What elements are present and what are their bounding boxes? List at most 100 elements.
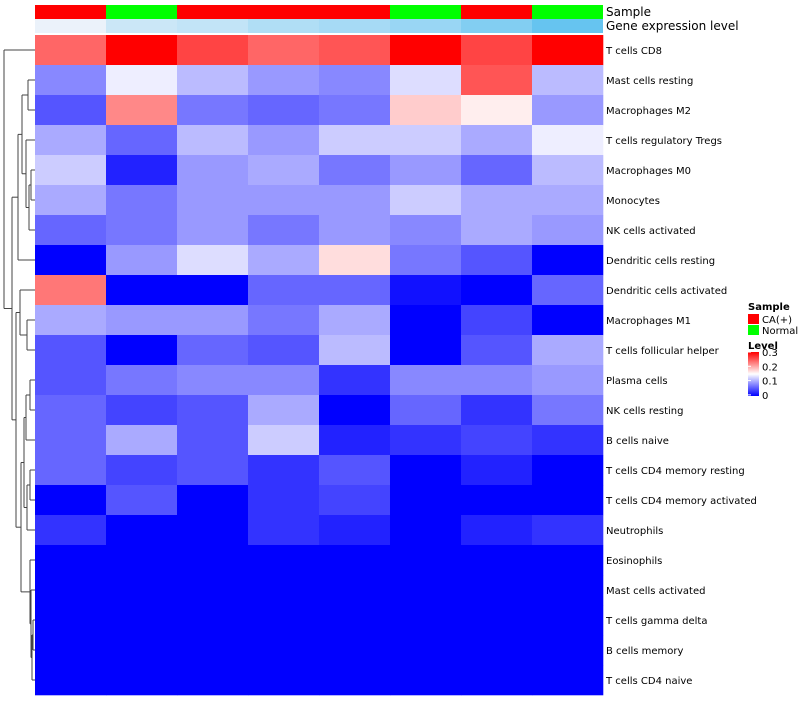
- heatmap-cell: [177, 605, 249, 636]
- heatmap-cell: [106, 35, 178, 66]
- heatmap-cell: [532, 305, 604, 336]
- heatmap-cell: [390, 65, 462, 96]
- heatmap-cell: [532, 485, 604, 516]
- heatmap-cell: [35, 125, 107, 156]
- heatmap-cell: [461, 215, 533, 246]
- heatmap-cell: [35, 245, 107, 276]
- heatmap-cell: [390, 395, 462, 426]
- heatmap-cell: [177, 575, 249, 606]
- heatmap-cell: [532, 605, 604, 636]
- heatmap-cell: [248, 545, 320, 576]
- heatmap-cell: [177, 185, 249, 216]
- heatmap-cell: [106, 575, 178, 606]
- legend-swatch: [748, 325, 759, 335]
- heatmap-cell: [106, 305, 178, 336]
- heatmap-cell: [390, 185, 462, 216]
- heatmap-cell: [106, 365, 178, 396]
- expression-annotation-cell: [461, 19, 532, 33]
- heatmap-cell: [319, 425, 391, 456]
- heatmap-cell: [461, 545, 533, 576]
- heatmap-cell: [461, 485, 533, 516]
- heatmap-cell: [177, 305, 249, 336]
- heatmap-cell: [106, 65, 178, 96]
- heatmap-cell: [106, 275, 178, 306]
- heatmap-cell: [390, 305, 462, 336]
- heatmap-cell: [461, 335, 533, 366]
- legend-level-tick: 0: [762, 391, 768, 402]
- row-dendrogram: [3, 49, 35, 681]
- heatmap-cell: [35, 215, 107, 246]
- heatmap-cell: [248, 35, 320, 66]
- heatmap-cell: [532, 185, 604, 216]
- heatmap-cell: [248, 605, 320, 636]
- legend-level-title: Level: [748, 341, 778, 352]
- heatmap-cell: [461, 395, 533, 426]
- heatmap-cell: [461, 635, 533, 666]
- expression-annotation-cell: [390, 19, 461, 33]
- heatmap-cell: [35, 635, 107, 666]
- heatmap-cell: [35, 605, 107, 636]
- heatmap-cell: [461, 665, 533, 696]
- heatmap-cell: [177, 455, 249, 486]
- heatmap-cell: [532, 245, 604, 276]
- row-label: B cells naive: [606, 436, 669, 447]
- heatmap-cell: [35, 575, 107, 606]
- legend-sample-label: CA(+): [762, 315, 792, 326]
- heatmap-cell: [248, 395, 320, 426]
- heatmap-cell: [248, 635, 320, 666]
- sample-annotation-cell: [106, 5, 177, 19]
- legend-sample-title: Sample: [748, 302, 790, 313]
- heatmap-cell: [248, 485, 320, 516]
- heatmap-cell: [461, 65, 533, 96]
- legend-level-tick: 0.3: [762, 348, 778, 359]
- heatmap-cell: [106, 455, 178, 486]
- heatmap-cell: [35, 65, 107, 96]
- heatmap-cell: [319, 65, 391, 96]
- heatmap-cell: [390, 275, 462, 306]
- heatmap-cell: [532, 575, 604, 606]
- heatmap-cell: [319, 155, 391, 186]
- row-label: T cells CD8: [605, 46, 662, 57]
- heatmap-cell: [319, 665, 391, 696]
- heatmap-cell: [248, 335, 320, 366]
- heatmap-cell: [461, 425, 533, 456]
- heatmap-cell: [461, 35, 533, 66]
- heatmap-cell: [319, 545, 391, 576]
- heatmap-cell: [177, 35, 249, 66]
- heatmap-cell: [461, 155, 533, 186]
- heatmap-cell: [461, 605, 533, 636]
- heatmap-cell: [106, 515, 178, 546]
- heatmap-cell: [248, 425, 320, 456]
- heatmap-cell: [532, 455, 604, 486]
- heatmap-cell: [35, 395, 107, 426]
- heatmap-cell: [177, 95, 249, 126]
- expression-annotation-cell: [532, 19, 603, 33]
- heatmap-cell: [390, 335, 462, 366]
- heatmap-cell: [390, 425, 462, 456]
- row-label: Macrophages M2: [606, 106, 691, 117]
- heatmap-cell: [35, 515, 107, 546]
- row-label: Dendritic cells activated: [606, 286, 727, 297]
- heatmap-cell: [177, 65, 249, 96]
- row-label: Mast cells activated: [606, 586, 705, 597]
- heatmap-cell: [35, 185, 107, 216]
- sample-annotation-cell: [177, 5, 248, 19]
- heatmap-cell: [177, 275, 249, 306]
- heatmap-cell: [35, 485, 107, 516]
- heatmap-cell: [390, 515, 462, 546]
- row-label: Macrophages M1: [606, 316, 691, 327]
- sample-annotation-cell: [248, 5, 319, 19]
- heatmap-cell: [390, 665, 462, 696]
- sample-annotation-cell: [35, 5, 106, 19]
- heatmap-cell: [35, 155, 107, 186]
- sample-annotation-cell: [532, 5, 603, 19]
- heatmap-cell: [390, 155, 462, 186]
- heatmap-cell: [390, 245, 462, 276]
- heatmap-cell: [319, 485, 391, 516]
- heatmap-cell: [35, 305, 107, 336]
- heatmap-cell: [248, 245, 320, 276]
- legend-color-bar: [748, 352, 759, 396]
- heatmap-cell: [390, 125, 462, 156]
